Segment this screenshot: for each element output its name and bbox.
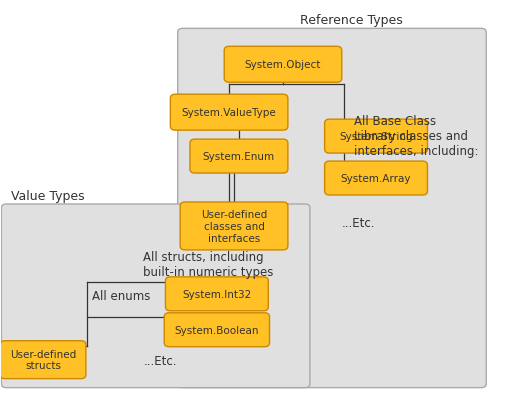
- Text: System.Array: System.Array: [341, 174, 411, 184]
- Text: ...Etc.: ...Etc.: [342, 217, 375, 229]
- Text: User-defined
classes and
interfaces: User-defined classes and interfaces: [201, 210, 267, 243]
- Text: Reference Types: Reference Types: [300, 14, 403, 27]
- Text: System.String: System.String: [339, 132, 413, 142]
- FancyBboxPatch shape: [179, 102, 287, 130]
- FancyBboxPatch shape: [174, 284, 267, 310]
- Text: ...Etc.: ...Etc.: [143, 354, 177, 367]
- FancyBboxPatch shape: [324, 162, 427, 196]
- FancyBboxPatch shape: [324, 120, 427, 154]
- FancyBboxPatch shape: [334, 169, 426, 195]
- FancyBboxPatch shape: [170, 95, 288, 131]
- Text: All structs, including
built-in numeric types: All structs, including built-in numeric …: [143, 250, 274, 278]
- FancyBboxPatch shape: [177, 29, 486, 388]
- FancyBboxPatch shape: [233, 55, 341, 82]
- Text: System.Enum: System.Enum: [203, 152, 275, 162]
- FancyBboxPatch shape: [180, 203, 288, 250]
- Text: All enums: All enums: [92, 290, 151, 303]
- FancyBboxPatch shape: [224, 47, 342, 83]
- FancyBboxPatch shape: [190, 140, 288, 174]
- Text: System.Int32: System.Int32: [182, 289, 251, 299]
- Text: User-defined
structs: User-defined structs: [10, 349, 76, 371]
- Text: System.Object: System.Object: [245, 60, 321, 70]
- FancyBboxPatch shape: [164, 313, 270, 347]
- FancyBboxPatch shape: [334, 127, 426, 153]
- FancyBboxPatch shape: [0, 341, 86, 379]
- FancyBboxPatch shape: [9, 348, 85, 378]
- FancyBboxPatch shape: [173, 320, 269, 346]
- FancyBboxPatch shape: [2, 205, 310, 388]
- Text: All Base Class
Library classes and
interfaces, including:: All Base Class Library classes and inter…: [354, 115, 479, 158]
- Text: System.Boolean: System.Boolean: [174, 325, 259, 335]
- FancyBboxPatch shape: [165, 277, 268, 311]
- Text: Value Types: Value Types: [11, 190, 85, 203]
- Text: System.ValueType: System.ValueType: [182, 108, 276, 118]
- FancyBboxPatch shape: [189, 210, 287, 249]
- FancyBboxPatch shape: [199, 147, 287, 173]
